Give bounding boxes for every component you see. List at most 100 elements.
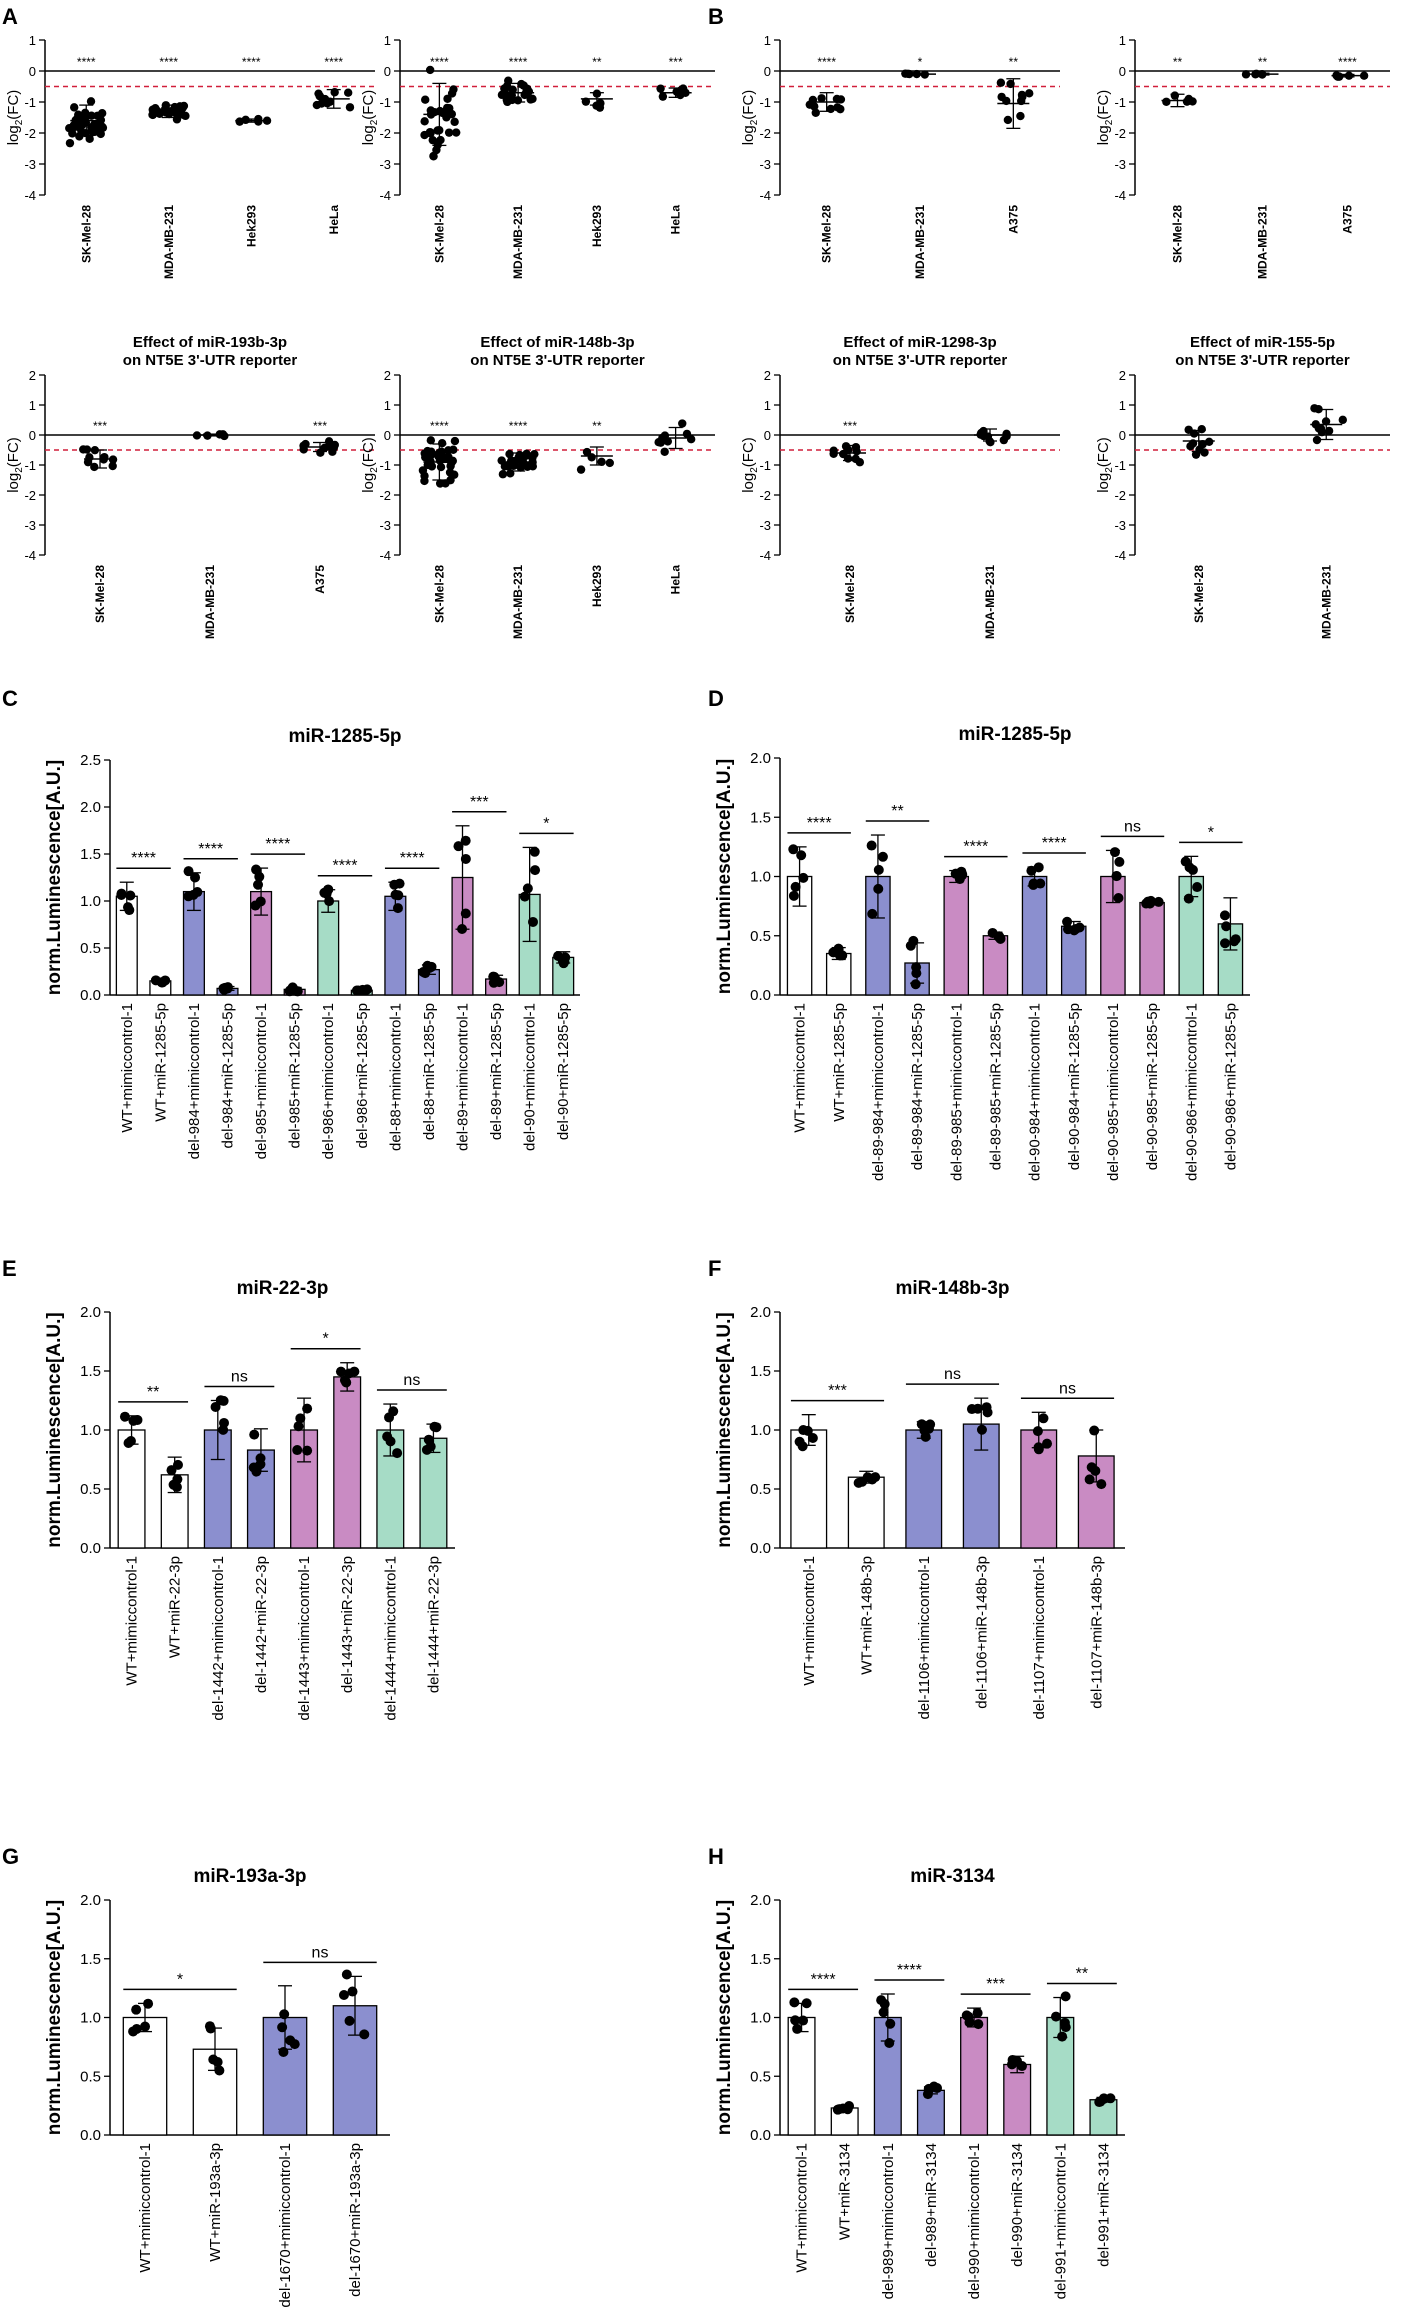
chart-title: miR-3134 [910, 1866, 995, 1887]
y-tick-label: 0.0 [750, 1540, 771, 1557]
x-tick-label: A375 [1006, 205, 1020, 234]
y-tick-label: -4 [379, 548, 391, 563]
x-tick-label: WT+mimiccontrol-1 [794, 2143, 811, 2273]
chart-H: 0.0 0.5 1.0 1.5 2.0 norm.Luminescence[A.U.] mi… [714, 1866, 1125, 2299]
bar [943, 875, 970, 996]
significance-label: **** [1042, 835, 1067, 852]
y-tick-label: -3 [759, 518, 771, 533]
data-point [1038, 1413, 1049, 1424]
y-tick-label: 0.0 [750, 2127, 771, 2144]
data-point [86, 97, 96, 106]
data-point [1145, 895, 1156, 906]
data-point [460, 908, 471, 919]
data-point [529, 846, 540, 857]
data-point [214, 2065, 225, 2076]
x-tick-label: del-1106+miR-148b-3p [973, 1556, 990, 1709]
data-point [1032, 1426, 1043, 1437]
data-point [1316, 424, 1326, 433]
chart-title: miR-148b-3p [895, 1278, 1009, 1299]
significance-label: ns [944, 1366, 961, 1383]
data-point [392, 1448, 403, 1459]
y-axis-label: norm.Luminescence[A.U.] [714, 759, 735, 994]
data-point [522, 449, 531, 459]
data-point [1197, 424, 1206, 434]
data-point [1089, 1425, 1100, 1436]
significance-label: *** [93, 419, 107, 433]
chart-E: 0.0 0.5 1.0 1.5 2.0 norm.Luminescence[A.U.] mi… [44, 1278, 455, 1721]
data-point [828, 947, 839, 958]
x-tick-label: del-984+mimiccontrol-1 [186, 1003, 203, 1159]
data-point [219, 1417, 230, 1428]
data-point [70, 103, 79, 112]
chart-title: Effect of miR-1298-3p [843, 334, 996, 351]
x-tick-label: del-90-984+mimiccontrol-1 [1027, 1003, 1044, 1181]
y-tick-label: -4 [24, 548, 36, 563]
x-tick-label: Hek293 [590, 565, 604, 607]
x-tick-label: del-89-985+mimiccontrol-1 [948, 1003, 965, 1181]
panel-letter-h: H [708, 1844, 724, 1869]
data-point [90, 127, 100, 136]
y-tick-label: -2 [1114, 488, 1126, 503]
significance-label: **** [817, 55, 836, 69]
y-tick-label: -3 [24, 157, 36, 172]
y-axis-label: log2(FC) [5, 437, 25, 493]
y-tick-label: -3 [379, 518, 391, 533]
x-tick-label: HeLa [669, 205, 683, 235]
significance-label: **** [400, 850, 425, 867]
data-point [498, 470, 508, 479]
y-tick-label: 1 [1119, 398, 1126, 413]
data-point [338, 1989, 349, 2000]
y-tick-label: 2 [764, 368, 771, 383]
x-tick-label: WT+miR-1285-5p [152, 1003, 169, 1122]
y-tick-label: -1 [759, 458, 771, 473]
y-axis-label: log2(FC) [360, 437, 380, 493]
data-point [1184, 94, 1194, 104]
y-tick-label: 1.0 [750, 1422, 771, 1439]
data-point [445, 468, 455, 477]
data-point [517, 79, 526, 89]
x-tick-label: SK-Mel-28 [79, 205, 93, 263]
y-tick-label: 2 [384, 368, 391, 383]
x-tick-label: del-985+mimiccontrol-1 [253, 1003, 270, 1159]
data-point [982, 1407, 993, 1418]
data-point [444, 128, 454, 137]
data-point [1042, 1438, 1053, 1449]
x-tick-label: del-90-985+miR-1285-5p [1144, 1003, 1161, 1170]
x-tick-label: del-88+mimiccontrol-1 [387, 1003, 404, 1151]
data-point [108, 461, 117, 471]
significance-label: ** [592, 55, 602, 69]
y-tick-label: 2 [1119, 368, 1126, 383]
data-point [885, 2018, 896, 2029]
y-tick-label: 1 [764, 33, 771, 48]
significance-label: **** [131, 850, 156, 867]
significance-label: **** [811, 1971, 836, 1988]
significance-label: * [1208, 824, 1214, 841]
y-tick-label: 1.0 [750, 2010, 771, 2027]
data-point [251, 864, 262, 875]
bar [1139, 901, 1165, 996]
significance-label: **** [807, 815, 832, 832]
x-tick-label: WT+mimiccontrol-1 [801, 1556, 818, 1686]
y-tick-label: 0.0 [750, 987, 771, 1004]
bar [122, 2016, 168, 2136]
y-tick-label: 0 [764, 428, 771, 443]
data-point [444, 452, 453, 462]
significance-label: * [177, 1971, 183, 1988]
x-tick-label: A375 [1341, 205, 1355, 234]
y-axis-label: norm.Luminescence[A.U.] [44, 1312, 65, 1547]
data-point [654, 438, 663, 447]
data-point [834, 2104, 845, 2115]
data-point [253, 879, 264, 890]
y-tick-label: -1 [24, 95, 36, 110]
chart-title: Effect of miR-148b-3p [480, 334, 634, 351]
data-point [658, 92, 668, 101]
y-tick-label: -3 [759, 157, 771, 172]
data-point [1312, 435, 1322, 445]
data-point [168, 1479, 179, 1490]
significance-label: * [918, 55, 923, 69]
y-tick-label: 0.5 [750, 928, 771, 945]
data-point [302, 1403, 313, 1414]
data-point [557, 955, 568, 966]
data-point [1105, 2093, 1116, 2104]
y-tick-label: 0 [764, 64, 771, 79]
